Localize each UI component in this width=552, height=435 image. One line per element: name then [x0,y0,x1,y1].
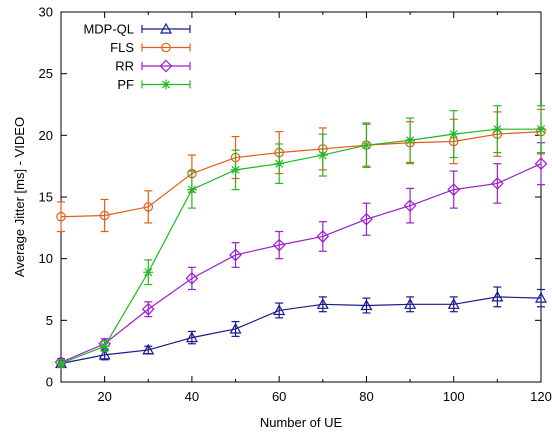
data-point [272,238,286,252]
star-stroke [536,125,546,134]
star-stroke [449,130,458,139]
legend-marker [159,59,173,73]
data-point [229,248,242,262]
star-stroke [406,136,415,145]
x-tick-label: 20 [97,389,111,404]
data-point [491,290,504,302]
legend-label: FLS [110,40,134,55]
data-point [56,358,66,369]
y-tick-label: 5 [46,313,53,328]
series-fls [56,108,546,233]
star-stroke [56,359,66,368]
data-point [142,343,155,355]
data-point [273,304,286,316]
plot-axes: 0 5 10 15 20 25 30 20 40 60 80 100 120 [39,5,552,405]
star-stroke [161,80,171,89]
data-point [317,150,328,161]
data-point [403,199,417,212]
series-line [60,131,542,218]
x-tick-label: 100 [443,389,465,404]
data-point [186,184,197,195]
x-tick-label: 40 [185,389,199,404]
data-point [361,140,372,151]
data-point [492,124,503,135]
data-point [316,230,330,243]
legend-marker [161,79,171,90]
y-axis-label: Average Jitter [ms] - VIDEO [12,117,27,277]
data-point [360,212,373,226]
x-tick-label: 80 [359,389,373,404]
legend-entry: PF [117,77,191,92]
series-line [60,163,542,363]
data-point [404,298,417,309]
star-stroke [144,268,153,277]
legend-entry: RR [115,59,191,74]
y-tick-label: 15 [39,190,53,205]
data-point [316,298,329,309]
y-tick-label: 20 [39,128,53,143]
data-point [143,202,154,212]
legend-marker [161,42,171,53]
x-axis-label: Number of UE [260,415,343,430]
data-point [230,164,241,175]
data-point [185,331,198,343]
legend-marker [159,22,173,34]
data-point [491,177,504,190]
legend: MDP-QL FLS RR PF [83,22,191,92]
legend-entry: FLS [110,40,191,55]
star-stroke [231,165,240,174]
legend-label: RR [115,59,134,74]
data-point [143,267,154,278]
series-layer [54,105,548,369]
data-point [448,129,459,140]
data-point [534,291,548,303]
legend-label: MDP-QL [83,22,134,37]
data-point [360,299,373,311]
data-point [56,211,66,222]
star-stroke [187,185,196,194]
data-point [229,322,242,334]
star-stroke [362,141,371,150]
data-point [447,183,461,196]
star-stroke [100,342,109,351]
data-point [98,348,111,360]
data-point [99,341,110,352]
data-point [274,158,285,169]
series-line [60,296,542,365]
star-stroke [275,159,284,168]
data-point [99,210,110,221]
y-tick-label: 25 [39,66,53,81]
y-tick-label: 30 [39,5,53,20]
star-stroke [493,125,502,134]
y-tick-label: 10 [39,251,53,266]
star-stroke [318,151,327,160]
data-point [536,124,546,135]
data-point [141,302,155,316]
data-point [534,157,548,171]
legend-entry: MDP-QL [83,22,191,37]
series-rr [54,142,548,369]
x-tick-label: 60 [272,389,286,404]
data-point [405,135,416,146]
legend-label: PF [117,77,134,92]
x-tick-label: 120 [530,389,552,404]
y-tick-label: 0 [46,375,53,390]
series-pf [56,105,546,369]
series-mdp-ql [54,286,548,369]
series-line [60,128,541,365]
data-point [447,298,460,309]
data-point [185,272,199,285]
